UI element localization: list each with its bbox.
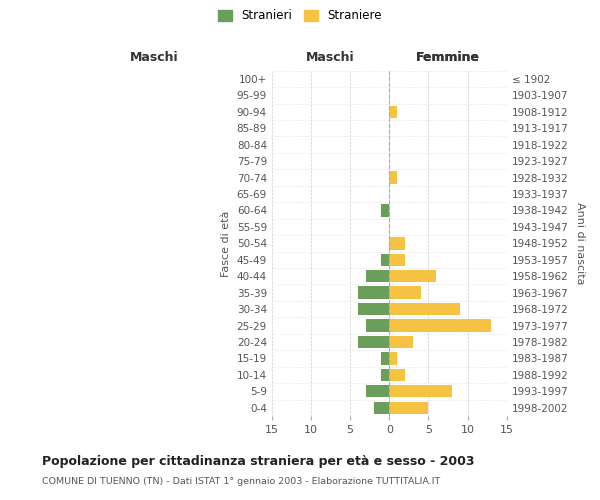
Bar [382, 368, 389, 381]
Bar [389, 320, 491, 332]
Text: Femmine: Femmine [416, 51, 480, 64]
Bar [389, 368, 405, 381]
Text: Maschi: Maschi [306, 51, 355, 64]
Bar [389, 172, 397, 183]
Bar [374, 402, 389, 414]
Bar [389, 270, 436, 282]
Bar [382, 254, 389, 266]
Text: COMUNE DI TUENNO (TN) - Dati ISTAT 1° gennaio 2003 - Elaborazione TUTTITALIA.IT: COMUNE DI TUENNO (TN) - Dati ISTAT 1° ge… [42, 478, 440, 486]
Bar [358, 303, 389, 316]
Bar [382, 204, 389, 216]
Bar [389, 303, 460, 316]
Bar [389, 106, 397, 118]
Bar [389, 237, 405, 250]
Bar [382, 352, 389, 364]
Bar [389, 402, 428, 414]
Bar [366, 270, 389, 282]
Text: Femmine: Femmine [416, 51, 480, 64]
Bar [389, 254, 405, 266]
Legend: Stranieri, Straniere: Stranieri, Straniere [214, 6, 386, 26]
Text: Maschi: Maschi [130, 51, 179, 64]
Y-axis label: Fasce di età: Fasce di età [221, 210, 231, 276]
Bar [389, 385, 452, 398]
Bar [366, 320, 389, 332]
Bar [358, 336, 389, 348]
Bar [389, 286, 421, 299]
Text: Popolazione per cittadinanza straniera per età e sesso - 2003: Popolazione per cittadinanza straniera p… [42, 455, 475, 468]
Bar [389, 352, 397, 364]
Y-axis label: Anni di nascita: Anni di nascita [575, 202, 585, 284]
Bar [358, 286, 389, 299]
Bar [366, 385, 389, 398]
Bar [389, 336, 413, 348]
